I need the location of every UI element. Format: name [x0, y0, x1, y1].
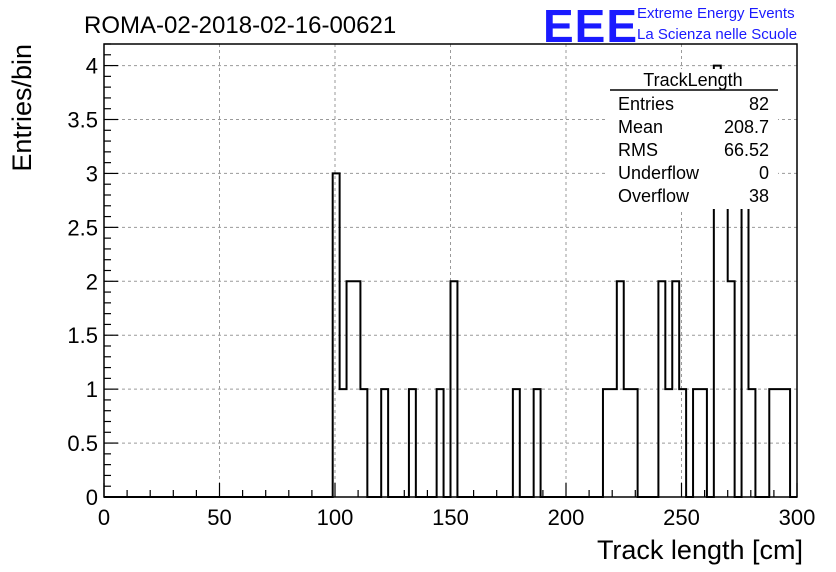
stats-label: Mean [618, 117, 663, 137]
y-tick-label: 1 [86, 377, 98, 402]
x-tick-label: 200 [548, 505, 585, 530]
chart-title: ROMA-02-2018-02-16-00621 [84, 12, 396, 39]
histogram-bars [104, 64, 797, 498]
stats-label: Entries [618, 94, 674, 114]
stats-value: 0 [759, 163, 769, 183]
x-tick-label: 150 [432, 505, 469, 530]
x-axis-title: Track length [cm] [597, 535, 803, 565]
x-tick-label: 100 [317, 505, 354, 530]
stats-box-background [608, 69, 778, 209]
logo-line-2: La Scienza nelle Scuole [637, 26, 797, 43]
y-tick-label: 0 [86, 485, 98, 510]
y-tick-label: 2.5 [67, 215, 98, 240]
eee-logo: EEE Extreme Energy Events La Scienza nel… [543, 0, 797, 52]
logo-line-1: Extreme Energy Events [637, 5, 795, 22]
x-axis-ticks: 0 50 100 150 200 250 300 [98, 483, 815, 530]
stats-label: Underflow [618, 163, 700, 183]
logo-mark: EEE [543, 0, 638, 52]
x-tick-label: 50 [207, 505, 231, 530]
stats-label: RMS [618, 140, 658, 160]
y-tick-label: 2 [86, 269, 98, 294]
y-tick-label: 0.5 [67, 431, 98, 456]
y-tick-label: 4 [86, 54, 98, 79]
x-tick-label: 0 [98, 505, 110, 530]
y-axis-ticks: 0 0.5 1 1.5 2 2.5 3 3.5 4 [67, 43, 118, 510]
x-tick-label: 250 [663, 505, 700, 530]
y-tick-label: 1.5 [67, 323, 98, 348]
stats-value: 208.7 [724, 117, 769, 137]
stats-value: 82 [749, 94, 769, 114]
stats-rows: Entries 82 Mean 208.7 RMS 66.52 Underflow 0 Over… [618, 94, 769, 206]
stats-label: Overflow [618, 186, 690, 206]
stats-box-title: TrackLength [643, 70, 742, 90]
x-tick-label: 300 [779, 505, 816, 530]
histogram-outline [104, 64, 797, 498]
y-axis-title: Entries/bin [7, 44, 37, 172]
y-tick-label: 3.5 [67, 108, 98, 133]
stats-value: 38 [749, 186, 769, 206]
stats-value: 66.52 [724, 140, 769, 160]
stats-box: TrackLength Entries 82 Mean 208.7 RMS 66.52 Un… [608, 69, 778, 209]
y-tick-label: 3 [86, 161, 98, 186]
